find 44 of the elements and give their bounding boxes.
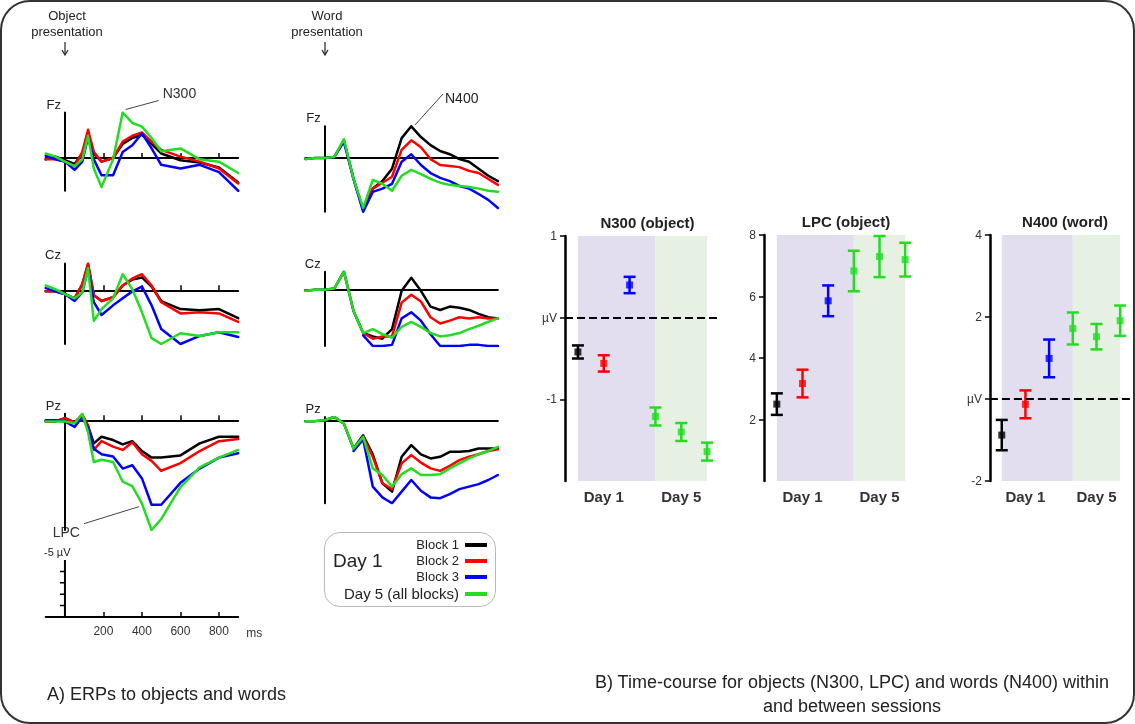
x-tick-label: 400 — [131, 624, 153, 638]
y-tick-label: 2 — [975, 310, 983, 324]
y-tick-label: µV — [967, 392, 982, 406]
y-axis-title: Fz — [46, 96, 61, 112]
y-axis-title: Cz — [304, 255, 321, 271]
text: A) ERPs to objects and words — [47, 683, 288, 706]
legend-label: Day 5 (all blocks) — [342, 585, 459, 602]
y-tick-label: -1 — [546, 392, 558, 407]
x-tick-label: Day 5 — [661, 488, 702, 505]
annotation: N300 — [162, 84, 197, 101]
y-tick-label: -2 — [971, 474, 983, 488]
y-axis-title: Fz — [306, 110, 321, 126]
chart-title: N400 (word) — [1022, 213, 1108, 230]
annotation: LPC — [52, 523, 80, 540]
x-tick-label: Day 5 — [1076, 488, 1117, 505]
y-axis-title: Cz — [45, 247, 61, 263]
y-tick-label: 8 — [749, 228, 757, 242]
chart-title: N300 (object) — [600, 214, 695, 231]
y-tick-label: 6 — [749, 289, 757, 304]
x-tick-label: Day 1 — [782, 488, 823, 505]
x-tick-label: 800 — [208, 624, 230, 638]
legend-label: Block 3 — [415, 569, 459, 584]
chart-title: LPC (object) — [801, 213, 891, 230]
x-tick-label: Day 1 — [583, 488, 624, 505]
legend-title: Day 1 — [333, 549, 383, 572]
y-tick-label: 1 — [550, 229, 558, 243]
y-tick-label: 4 — [975, 228, 983, 242]
x-tick-label: Day 1 — [1005, 488, 1046, 505]
x-tick-label: 600 — [170, 624, 191, 638]
legend-label: Block 1 — [415, 537, 459, 552]
text: Word presentation — [290, 8, 364, 40]
legend-label: Block 2 — [415, 553, 459, 568]
y-axis-title: Pz — [45, 397, 61, 413]
text: B) Time-course for objects (N300, LPC) and words (N400) within and between sessions — [593, 671, 1111, 718]
y-tick-label: µV — [542, 310, 557, 325]
text: -5 µV — [44, 546, 72, 559]
x-tick-label: 200 — [93, 624, 114, 638]
y-axis-title: Pz — [305, 400, 321, 416]
y-tick-label: 2 — [749, 412, 757, 427]
text: Object presentation — [30, 8, 104, 40]
y-tick-label: 4 — [749, 351, 757, 365]
text: N400 — [445, 89, 480, 108]
x-tick-label: Day 5 — [859, 488, 900, 505]
x-axis-title: ms — [246, 626, 263, 640]
